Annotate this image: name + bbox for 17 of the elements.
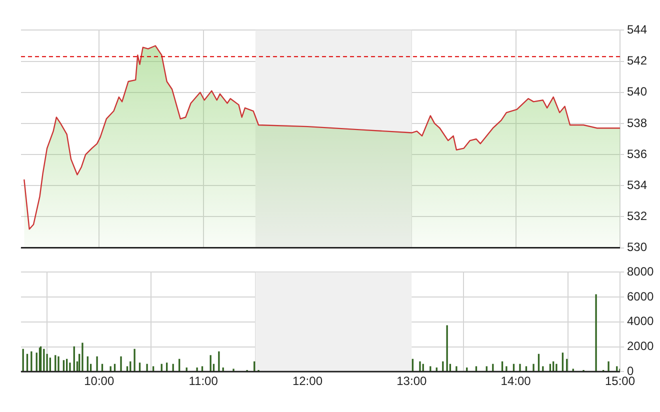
x-tick-label: 13:00 bbox=[396, 374, 427, 388]
y-tick-label: 544 bbox=[627, 22, 648, 37]
y-tick-label: 536 bbox=[627, 146, 648, 161]
y-tick-label: 538 bbox=[627, 116, 648, 130]
y-tick-label: 532 bbox=[627, 209, 648, 224]
y-tick-label: 542 bbox=[627, 54, 648, 68]
y-tick-label: 4000 bbox=[627, 314, 654, 328]
y-tick-label: 2000 bbox=[627, 339, 654, 354]
x-tick-label: 14:00 bbox=[500, 374, 532, 388]
y-tick-label: 8000 bbox=[627, 264, 654, 279]
x-tick-label: 12:00 bbox=[292, 374, 323, 388]
x-tick-label: 10:00 bbox=[84, 374, 114, 388]
x-tick-label: 11:00 bbox=[188, 374, 218, 388]
y-tick-label: 530 bbox=[627, 240, 648, 254]
y-tick-label: 540 bbox=[627, 84, 648, 99]
y-tick-label: 6000 bbox=[627, 289, 654, 304]
y-tick-label: 534 bbox=[627, 178, 648, 192]
